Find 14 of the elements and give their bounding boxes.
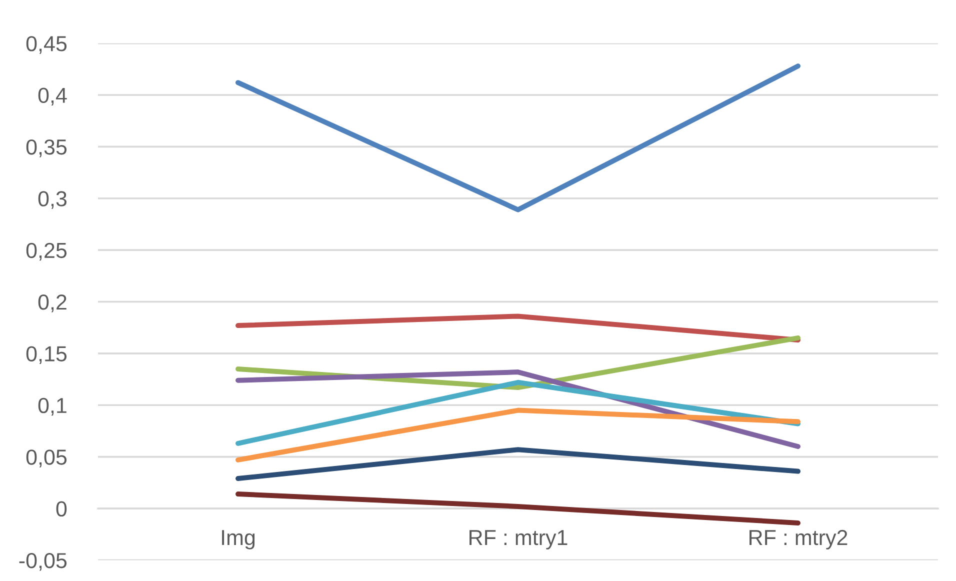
- y-tick-label: 0: [56, 501, 67, 517]
- y-tick-label: 0,2: [38, 294, 66, 312]
- y-tick-label: 0,4: [38, 88, 67, 106]
- y-tick-label: -0,05: [19, 552, 67, 571]
- y-tick-label: 0,35: [26, 139, 67, 158]
- y-tick-label: 0,15: [26, 346, 67, 364]
- x-tick-label: RF : mtry2: [750, 530, 848, 550]
- x-tick-label: RF : mtry1: [470, 530, 568, 550]
- y-tick-label: 0,1: [38, 398, 66, 416]
- y-tick-label: 0,25: [26, 242, 67, 261]
- y-tick-label: 0,05: [26, 450, 67, 468]
- y-tick-label: 0,45: [26, 36, 67, 54]
- x-tick-label: Img: [222, 530, 255, 550]
- y-tick-label: 0,3: [38, 191, 66, 209]
